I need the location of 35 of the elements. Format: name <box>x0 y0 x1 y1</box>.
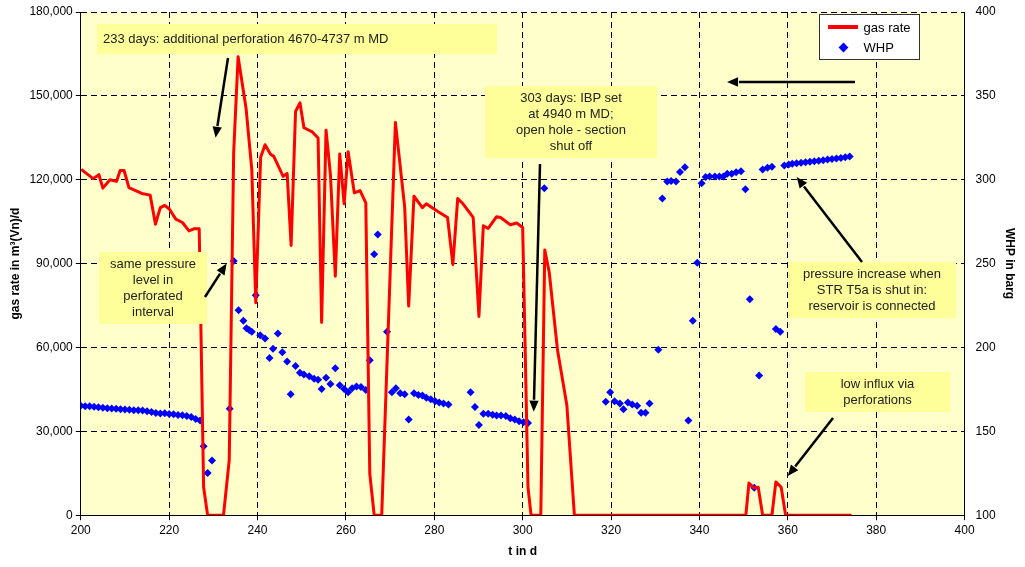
y2-tick-label: 350 <box>975 88 996 103</box>
x-tick-label: 300 <box>512 522 534 537</box>
x-tick-label: 380 <box>866 522 887 537</box>
x-tick-label: 320 <box>601 522 622 537</box>
y2-tick-label: 400 <box>975 4 996 19</box>
x-tick-label: 360 <box>777 522 799 537</box>
x-tick-label: 280 <box>424 522 445 537</box>
y2-tick-label: 150 <box>975 423 996 438</box>
x-tick-label: 220 <box>159 522 180 537</box>
y-tick-label: 180,000 <box>29 4 74 19</box>
y2-axis-title: WHP in barg <box>1003 228 1018 300</box>
y2-tick-label: 300 <box>975 172 996 187</box>
y2-tick-label: 100 <box>975 507 996 522</box>
y2-tick-label: 200 <box>975 339 996 354</box>
legend-label: gas rate <box>863 19 911 35</box>
callout: 233 days: additional perforation 4670-4737 m MD <box>97 24 497 54</box>
callout: pressure increase when STR T5a is shut in: reservoir is connected <box>788 262 956 318</box>
callout: same pressure level in perforated interval <box>99 252 207 324</box>
y-tick-label: 60,000 <box>36 339 74 354</box>
x-tick-label: 240 <box>247 522 268 537</box>
x-tick-label: 200 <box>70 522 92 537</box>
y-tick-label: 30,000 <box>36 423 74 438</box>
y-axis-title: gas rate in m³(Vn)/d <box>7 207 22 320</box>
callout: 303 days: IBP set at 4940 m MD; open hole - section shut off <box>485 86 657 158</box>
legend-label: WHP <box>863 39 894 55</box>
y2-tick-label: 250 <box>975 255 996 270</box>
y-tick-label: 90,000 <box>36 255 74 270</box>
x-axis-title: t in d <box>508 544 538 559</box>
y-tick-label: 120,000 <box>29 172 74 187</box>
x-tick-label: 400 <box>954 522 975 537</box>
x-tick-label: 340 <box>689 522 710 537</box>
x-tick-label: 260 <box>335 522 357 537</box>
callout: low influx via perforations <box>805 372 950 412</box>
y-tick-label: 150,000 <box>29 88 74 103</box>
y-tick-label: 0 <box>66 507 74 522</box>
